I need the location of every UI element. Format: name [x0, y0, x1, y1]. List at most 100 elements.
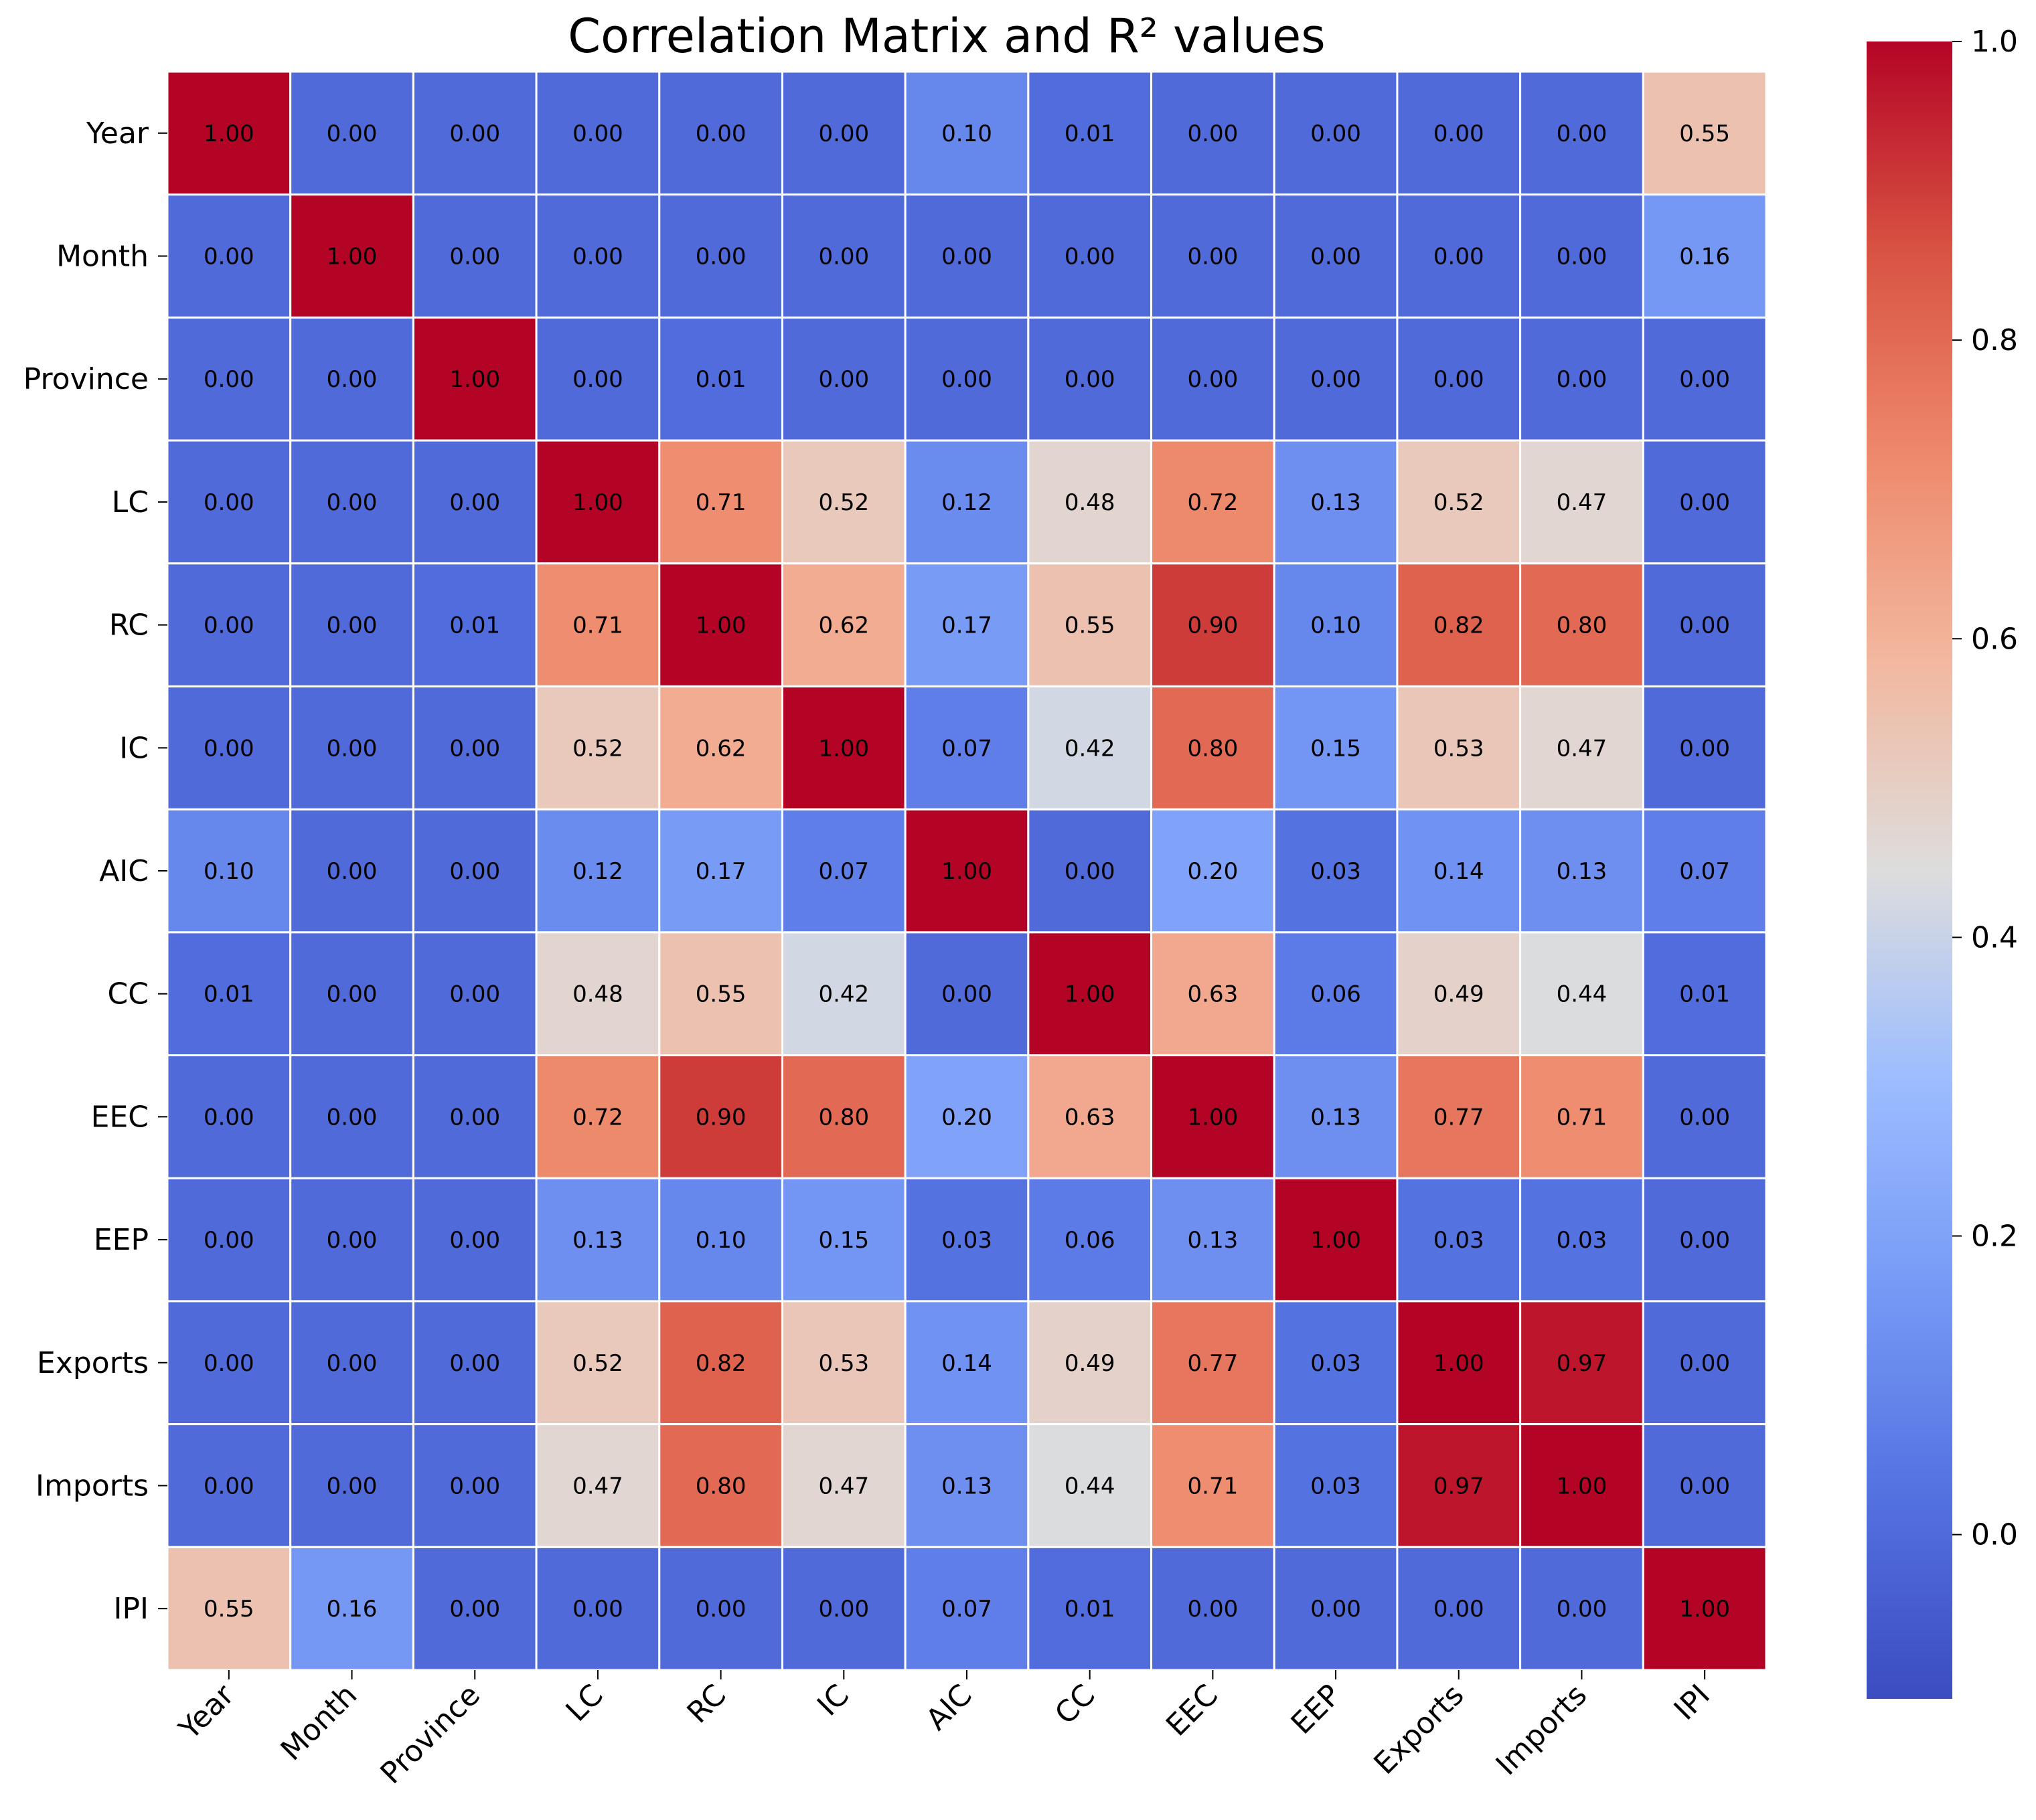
cell-value-label: 0.01: [449, 612, 500, 639]
cell-value-label: 0.80: [1188, 735, 1239, 762]
cell-value-label: 0.00: [327, 858, 378, 885]
heatmap-cell-rc-ipi: [1642, 562, 1768, 687]
cell-value-label: 0.03: [941, 1227, 992, 1254]
cell-value-label: 0.00: [327, 1473, 378, 1499]
heatmap-cell-lc-lc: [535, 439, 661, 565]
cell-value-label: 0.00: [1557, 366, 1608, 393]
cell-value-label: 1.00: [449, 366, 500, 393]
heatmap-cell-aic-imports: [1519, 808, 1644, 934]
heatmap-cell-imports-rc: [658, 1423, 783, 1548]
cell-value-label: 0.00: [204, 1104, 254, 1131]
heatmap-cell-aic-eec: [1150, 808, 1275, 934]
cell-value-label: 0.00: [1679, 1473, 1730, 1499]
heatmap-cell-imports-ic: [781, 1423, 907, 1548]
cell-value-label: 1.00: [572, 489, 623, 516]
cell-value-label: 0.47: [1557, 735, 1608, 762]
heatmap-cell-rc-exports: [1396, 562, 1522, 687]
cell-value-label: 1.00: [1188, 1104, 1239, 1131]
colorbar: 0.0 0.2 0.4 0.6 0.8 1.0: [1867, 25, 2018, 1699]
cell-value-label: 0.00: [1679, 366, 1730, 393]
y-tick-label-cc: CC: [108, 977, 149, 1011]
heatmap-cell-month-ic: [781, 193, 907, 319]
cell-value-label: 0.00: [449, 1350, 500, 1377]
heatmap-cell-cc-eep: [1273, 931, 1399, 1057]
heatmap-cell-ipi-eep: [1273, 1546, 1399, 1671]
heatmap-annotations: 1.00 0.00 0.00 0.00 0.00 0.00 0.10 0.01 0.00 0.00…: [204, 120, 1730, 1623]
heatmap-cell-rc-eep: [1273, 562, 1399, 687]
cell-value-label: 0.16: [1679, 244, 1730, 270]
cell-value-label: 0.20: [941, 1104, 992, 1131]
cell-value-label: 0.01: [204, 981, 254, 1008]
heatmap-cell-lc-rc: [658, 439, 783, 565]
cell-value-label: 0.13: [1557, 858, 1608, 885]
y-tick-label-lc: LC: [112, 485, 149, 519]
cell-value-label: 0.47: [1557, 489, 1608, 516]
heatmap-cell-lc-imports: [1519, 439, 1644, 565]
cell-value-label: 0.00: [204, 489, 254, 516]
cell-value-label: 0.13: [1310, 489, 1361, 516]
heatmap-cell-rc-lc: [535, 562, 661, 687]
heatmap-cell-year-ipi: [1642, 70, 1768, 196]
cell-value-label: 0.00: [1188, 120, 1239, 147]
cell-value-label: 0.90: [1188, 612, 1239, 639]
cell-value-label: 0.00: [1188, 366, 1239, 393]
heatmap-cell-cc-eec: [1150, 931, 1275, 1057]
cell-value-label: 0.00: [1310, 244, 1361, 270]
cell-value-label: 0.00: [327, 981, 378, 1008]
heatmap-cell-ipi-imports: [1519, 1546, 1644, 1671]
heatmap-cell-lc-eep: [1273, 439, 1399, 565]
cell-value-label: 0.72: [1188, 489, 1239, 516]
cell-value-label: 0.00: [1065, 366, 1115, 393]
heatmap-cell-eec-exports: [1396, 1054, 1522, 1179]
heatmap-cell-aic-cc: [1027, 808, 1153, 934]
colorbar-tick-label: 1.0: [1971, 25, 2018, 59]
heatmap-cell-ipi-province: [412, 1546, 538, 1671]
heatmap-cell-eep-month: [289, 1177, 414, 1303]
cell-value-label: 0.00: [572, 244, 623, 270]
heatmap-cell-ipi-month: [289, 1546, 414, 1671]
heatmap-cell-province-rc: [658, 316, 783, 442]
cell-value-label: 0.00: [204, 735, 254, 762]
heatmap-cell-lc-eec: [1150, 439, 1275, 565]
heatmap-cell-year-eep: [1273, 70, 1399, 196]
heatmap-cell-cc-cc: [1027, 931, 1153, 1057]
heatmap-cell-cc-imports: [1519, 931, 1644, 1057]
cell-value-label: 0.71: [1188, 1473, 1239, 1499]
heatmap-cell-eec-eep: [1273, 1054, 1399, 1179]
heatmap-cell-exports-ipi: [1642, 1300, 1768, 1426]
y-tick-label-exports: Exports: [37, 1346, 149, 1380]
cell-value-label: 0.20: [1188, 858, 1239, 885]
cell-value-label: 0.01: [1065, 1596, 1115, 1623]
colorbar-tick-label: 0.8: [1971, 323, 2018, 357]
cell-value-label: 0.00: [1188, 1596, 1239, 1623]
heatmap-cell-exports-aic: [904, 1300, 1030, 1426]
heatmap-cell-ipi-lc: [535, 1546, 661, 1671]
colorbar-tick-label: 0.2: [1971, 1220, 2018, 1254]
cell-value-label: 0.00: [204, 1227, 254, 1254]
cell-value-label: 0.82: [1433, 612, 1484, 639]
cell-value-label: 0.10: [204, 858, 254, 885]
heatmap-cell-ic-month: [289, 685, 414, 811]
cell-value-label: 0.80: [696, 1473, 747, 1499]
heatmap-cell-eec-province: [412, 1054, 538, 1179]
heatmap-cell-province-eec: [1150, 316, 1275, 442]
cell-value-label: 0.49: [1065, 1350, 1115, 1377]
cell-value-label: 0.00: [1310, 120, 1361, 147]
cell-value-label: 0.53: [818, 1350, 869, 1377]
cell-value-label: 0.71: [696, 489, 747, 516]
cell-value-label: 0.00: [1679, 735, 1730, 762]
cell-value-label: 0.00: [327, 735, 378, 762]
cell-value-label: 0.47: [572, 1473, 623, 1499]
heatmap-cell-ipi-rc: [658, 1546, 783, 1671]
heatmap-cell-ic-province: [412, 685, 538, 811]
heatmap-cell-aic-aic: [904, 808, 1030, 934]
heatmap-cell-ic-imports: [1519, 685, 1644, 811]
cell-value-label: 0.00: [327, 366, 378, 393]
cell-value-label: 0.90: [696, 1104, 747, 1131]
cell-value-label: 0.10: [1310, 612, 1361, 639]
heatmap-cell-exports-lc: [535, 1300, 661, 1426]
cell-value-label: 0.00: [204, 612, 254, 639]
cell-value-label: 0.17: [696, 858, 747, 885]
cell-value-label: 0.00: [1679, 1104, 1730, 1131]
heatmap-cell-imports-exports: [1396, 1423, 1522, 1548]
